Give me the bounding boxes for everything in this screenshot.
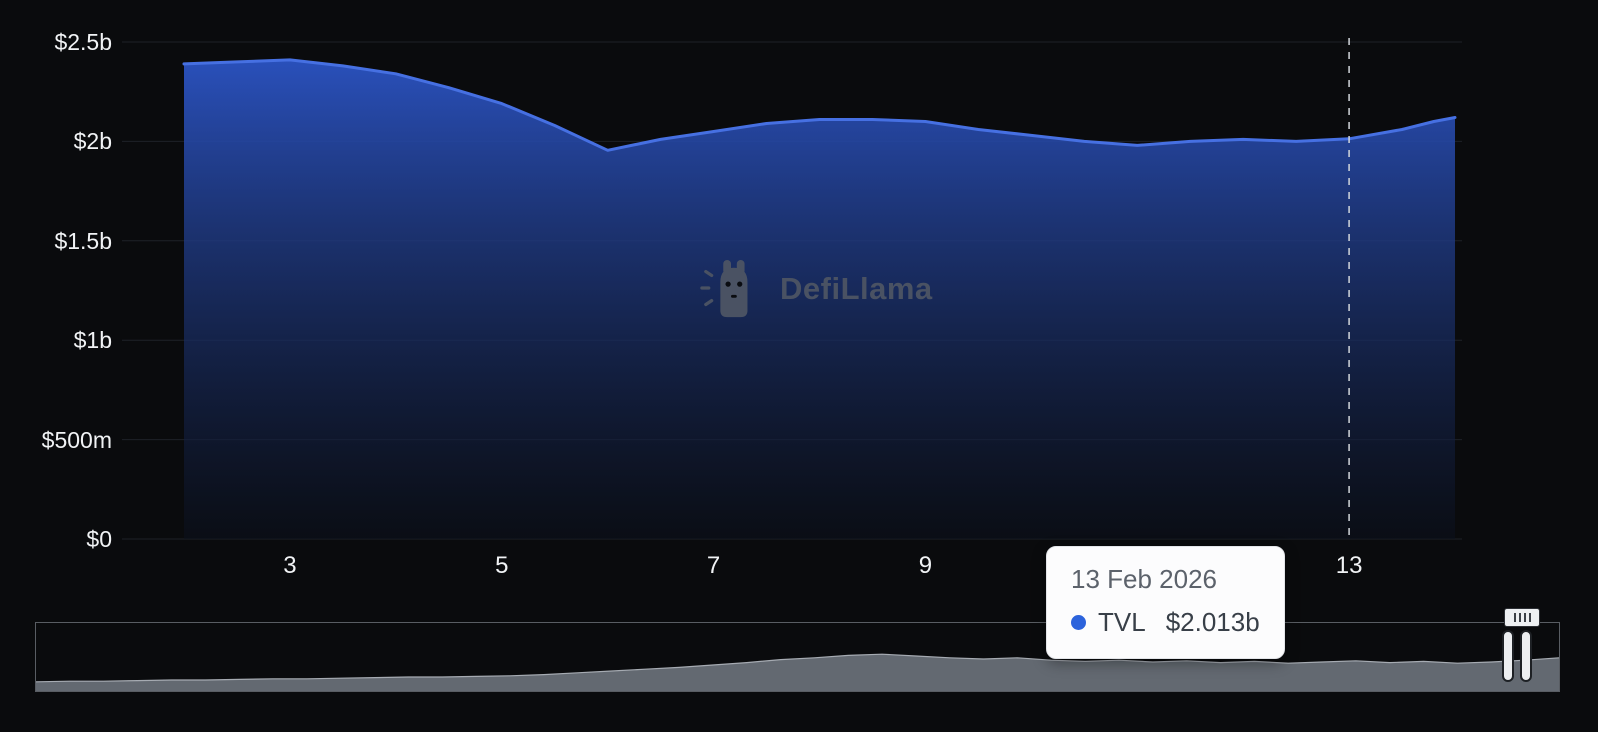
chart-tooltip: 13 Feb 2026 TVL $2.013b xyxy=(1046,546,1285,659)
tvl-line xyxy=(182,58,1457,152)
x-tick-label: 3 xyxy=(283,552,297,579)
x-tick-label: 9 xyxy=(918,552,933,579)
defillama-llama-icon xyxy=(700,259,748,318)
x-tick-label: 5 xyxy=(495,552,509,579)
y-tick-label: $2b xyxy=(73,128,112,155)
y-tick-label: $1b xyxy=(73,327,112,354)
range-navigator[interactable] xyxy=(35,622,1560,692)
navigator-right-handle[interactable] xyxy=(1520,630,1532,682)
tooltip-date: 13 Feb 2026 xyxy=(1071,564,1218,594)
watermark-label: DefiLlama xyxy=(780,271,933,306)
navigator-area xyxy=(36,654,1559,691)
tvl-series-marker-icon xyxy=(1071,615,1086,630)
tvl-area-chart[interactable] xyxy=(0,0,1598,600)
x-tick-label: 13 xyxy=(1335,552,1363,579)
navigator-left-handle[interactable] xyxy=(1502,630,1514,682)
y-tick-label: $0 xyxy=(86,526,112,552)
x-tick-label: 7 xyxy=(706,552,721,579)
y-tick-label: $1.5b xyxy=(54,227,112,254)
defillama-watermark: DefiLlama xyxy=(700,258,933,320)
tvl-area-fill xyxy=(184,59,1455,540)
y-tick-label: $500m xyxy=(41,426,112,453)
tooltip-series-label: TVL xyxy=(1098,607,1146,637)
navigator-outline xyxy=(36,653,1559,683)
tooltip-series-value: $2.013b xyxy=(1165,607,1260,637)
navigator-mini-chart xyxy=(36,653,1559,691)
tooltip-series-row: TVL $2.013b xyxy=(1071,607,1260,638)
navigator-drag-grip[interactable] xyxy=(1504,608,1540,627)
y-tick-label: $2.5b xyxy=(54,29,112,55)
